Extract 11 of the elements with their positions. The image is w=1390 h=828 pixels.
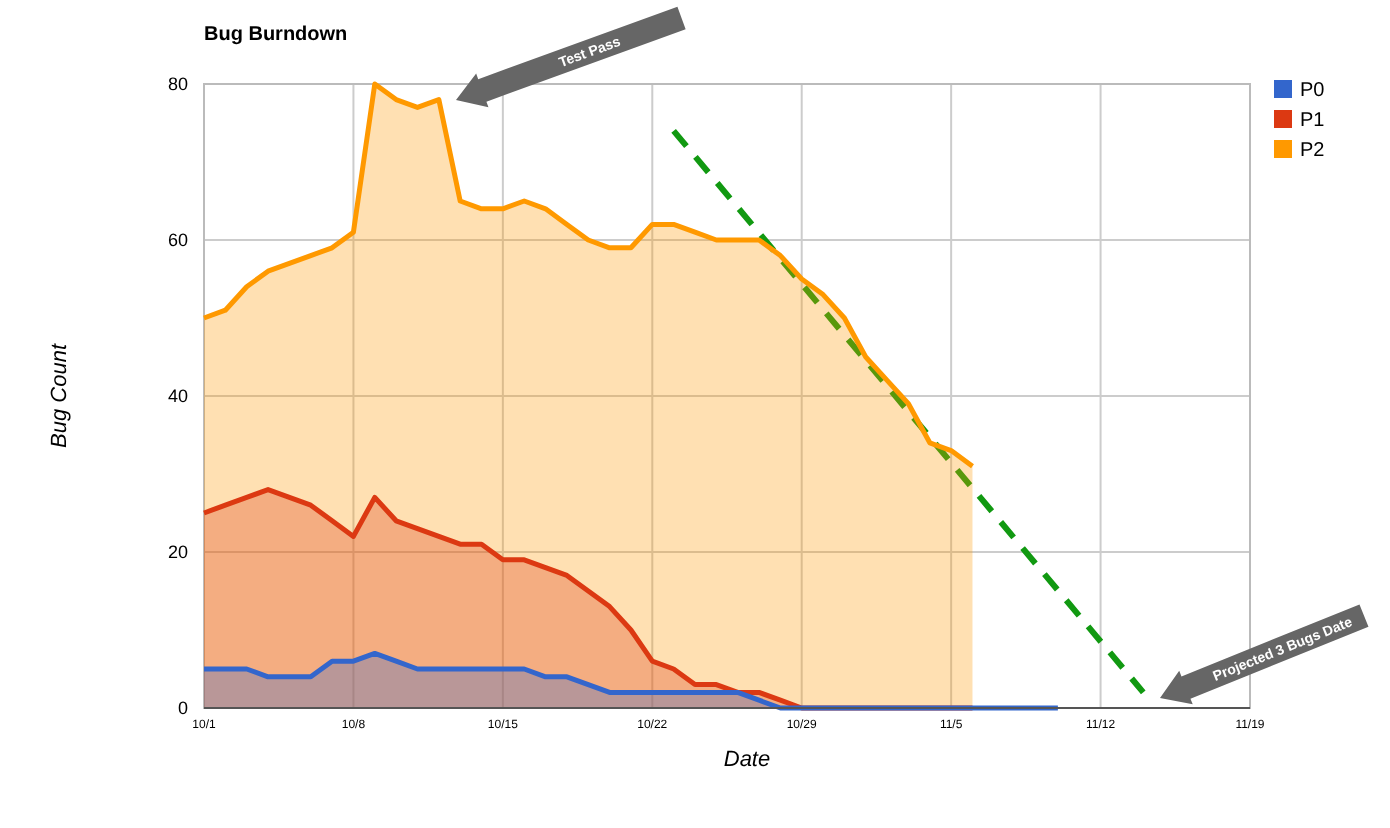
y-axis-title: Bug Count [48, 342, 72, 448]
y-tick-label: 80 [167, 74, 188, 95]
y-tick-label: 60 [167, 230, 188, 251]
y-tick-label: 0 [177, 698, 188, 719]
chart-title: Bug Burndown [204, 24, 348, 46]
legend-label: P1 [1300, 110, 1326, 132]
y-tick-label: 40 [167, 386, 188, 407]
legend-label: P2 [1300, 140, 1326, 162]
y-tick-label: 20 [167, 542, 188, 563]
legend-label: P0 [1300, 80, 1326, 102]
x-axis-title: Date [723, 748, 771, 772]
